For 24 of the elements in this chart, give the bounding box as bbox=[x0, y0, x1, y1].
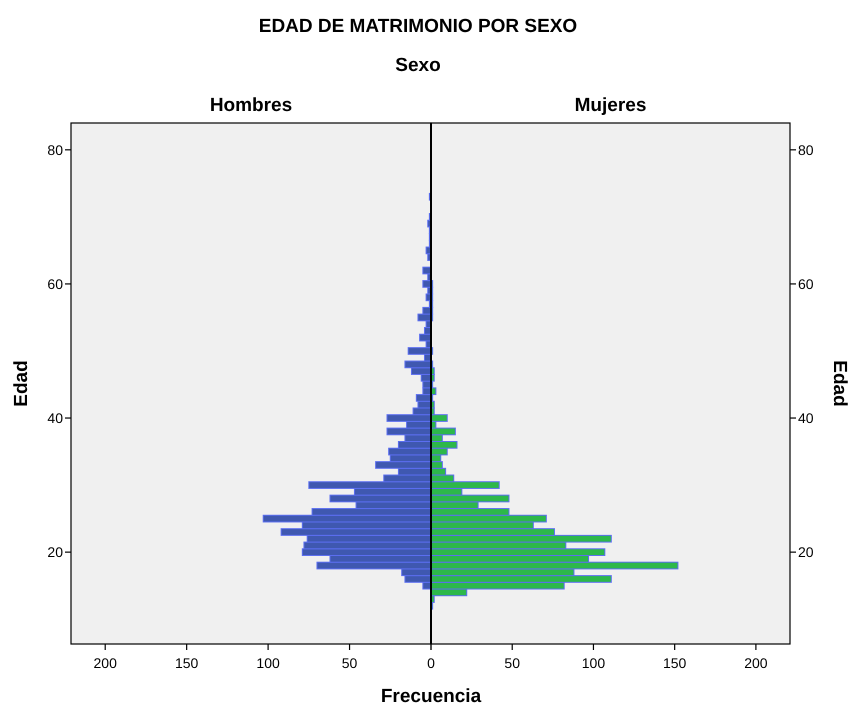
text: Hombres bbox=[210, 95, 292, 116]
y-tick-label: 20 bbox=[47, 544, 64, 560]
x-tick-label: 100 bbox=[256, 655, 280, 671]
y-axis-title: Edad bbox=[829, 360, 850, 407]
x-tick-label: 50 bbox=[504, 655, 520, 671]
y-tick-label: 80 bbox=[47, 142, 64, 158]
x-tick-label: 150 bbox=[662, 655, 687, 671]
x-tick-label: 100 bbox=[582, 655, 606, 671]
y-tick-label: 40 bbox=[798, 410, 814, 426]
y-tick-label: 80 bbox=[798, 142, 814, 158]
chart-subtitle: Sexo bbox=[395, 55, 441, 76]
x-tick-label: 150 bbox=[174, 655, 199, 671]
y-tick-label: 40 bbox=[47, 410, 64, 426]
x-tick-label: 50 bbox=[342, 655, 358, 671]
y-tick-label: 60 bbox=[798, 276, 814, 292]
chart-title: EDAD DE MATRIMONIO POR SEXO bbox=[258, 16, 578, 37]
y-tick-label: 60 bbox=[47, 276, 64, 292]
text: Mujeres bbox=[574, 95, 646, 116]
x-tick-label: 0 bbox=[427, 655, 436, 671]
x-tick-label: 200 bbox=[94, 655, 118, 671]
x-tick-label: 200 bbox=[744, 655, 768, 671]
y-tick-label: 20 bbox=[798, 544, 814, 560]
y-axis-title: Edad bbox=[11, 360, 32, 407]
x-axis-title: Frecuencia bbox=[380, 686, 482, 707]
